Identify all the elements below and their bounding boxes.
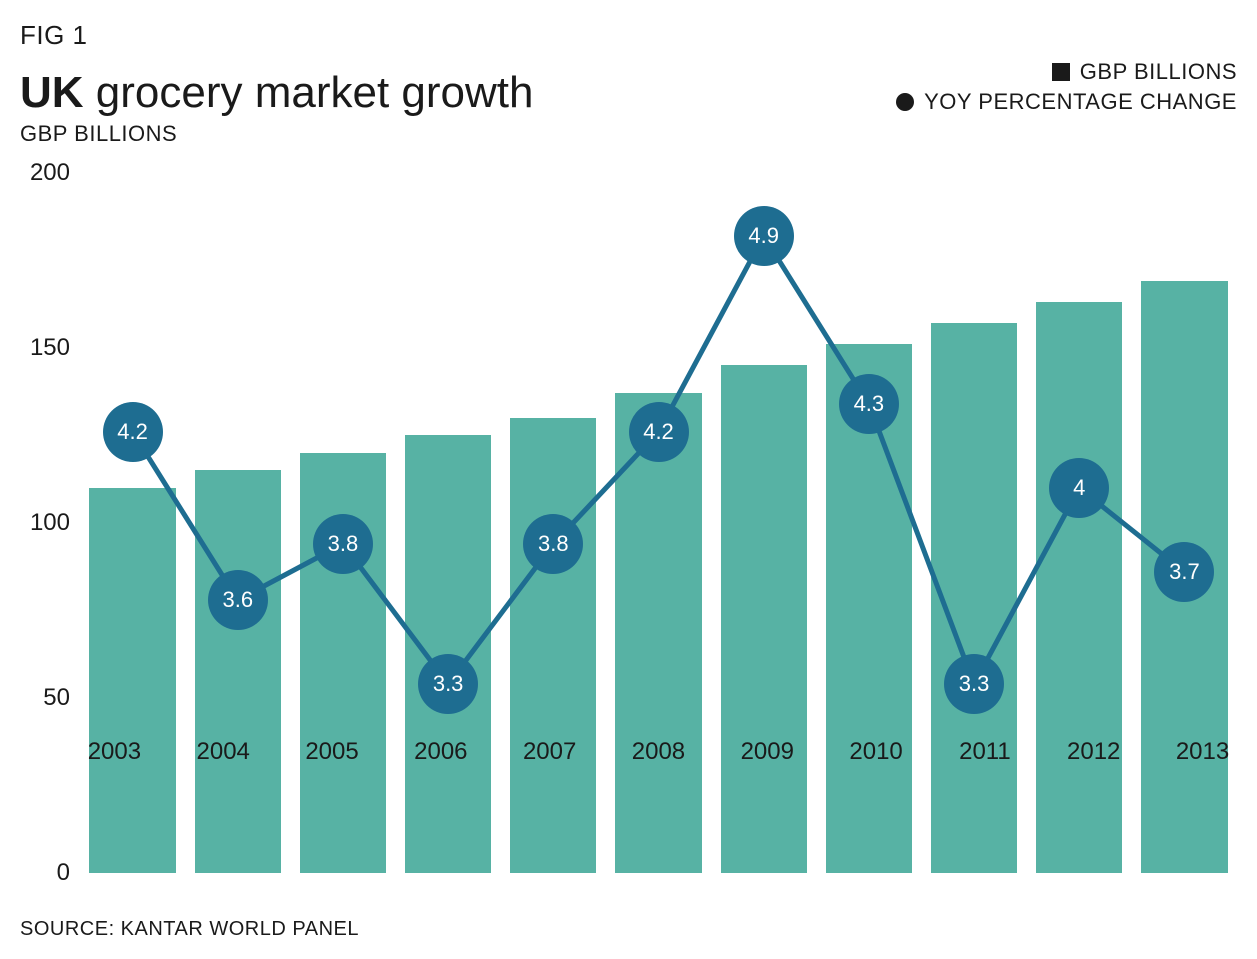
bar: [510, 418, 596, 873]
x-tick-label: 2008: [604, 726, 713, 776]
y-tick-label: 150: [30, 334, 70, 362]
bar: [931, 323, 1017, 873]
y-tick-label: 0: [57, 859, 70, 887]
x-tick-label: 2006: [386, 726, 495, 776]
legend-label-line: YOY PERCENTAGE CHANGE: [924, 87, 1237, 117]
legend-item-bars: GBP BILLIONS: [896, 57, 1237, 87]
x-axis: 2003200420052006200720082009201020112012…: [60, 726, 1257, 776]
x-tick-label: 2009: [713, 726, 822, 776]
figure-title-bold: UK: [20, 68, 84, 117]
source-line: SOURCE: KANTAR WORLD PANEL: [20, 918, 359, 941]
figure-title: UK grocery market growth: [20, 70, 534, 116]
bar: [1036, 302, 1122, 873]
bar: [300, 453, 386, 873]
bar: [721, 365, 807, 873]
x-tick-label: 2011: [931, 726, 1040, 776]
y-tick-label: 200: [30, 159, 70, 187]
x-tick-label: 2003: [60, 726, 169, 776]
legend: GBP BILLIONS YOY PERCENTAGE CHANGE: [896, 57, 1237, 116]
square-icon: [1052, 63, 1070, 81]
circle-icon: [896, 93, 914, 111]
legend-item-line: YOY PERCENTAGE CHANGE: [896, 87, 1237, 117]
bar: [405, 435, 491, 873]
title-row: UK grocery market growth GBP BILLIONS YO…: [20, 57, 1237, 116]
bar: [89, 488, 175, 873]
x-tick-label: 2007: [495, 726, 604, 776]
y-tick-label: 100: [30, 509, 70, 537]
y-axis-title: GBP BILLIONS: [20, 121, 1237, 147]
bar: [615, 393, 701, 873]
figure-header: FIG 1 UK grocery market growth GBP BILLI…: [20, 20, 1237, 147]
figure-title-rest: grocery market growth: [84, 68, 534, 117]
x-tick-label: 2010: [822, 726, 931, 776]
bar: [195, 470, 281, 873]
figure-label: FIG 1: [20, 20, 1237, 51]
x-tick-label: 2012: [1039, 726, 1148, 776]
figure-container: FIG 1 UK grocery market growth GBP BILLI…: [0, 0, 1257, 959]
legend-label-bars: GBP BILLIONS: [1080, 57, 1237, 87]
bar: [826, 344, 912, 873]
x-tick-label: 2013: [1148, 726, 1257, 776]
x-tick-label: 2005: [278, 726, 387, 776]
x-tick-label: 2004: [169, 726, 278, 776]
y-tick-label: 50: [43, 684, 70, 712]
bar: [1141, 281, 1227, 873]
